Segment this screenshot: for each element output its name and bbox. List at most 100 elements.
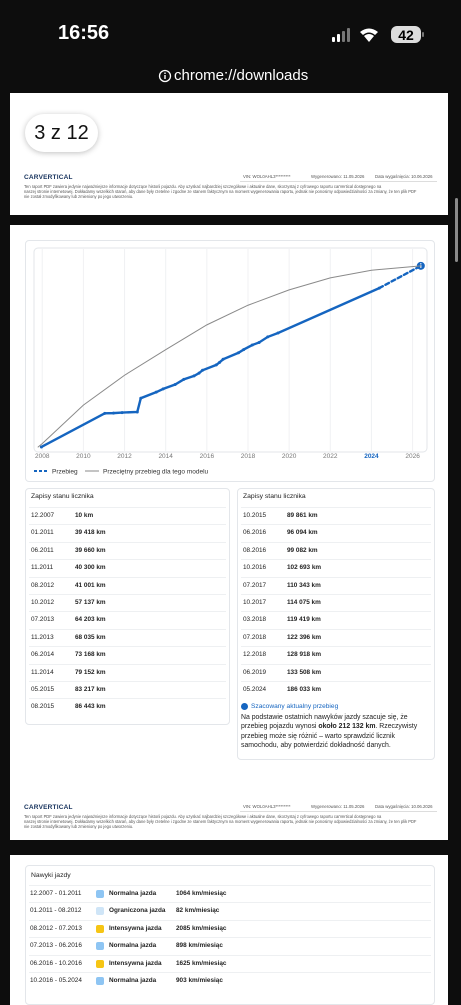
x-tick-label: 2026 xyxy=(405,453,420,460)
mileage-point xyxy=(250,343,254,347)
habit-swatch xyxy=(96,907,104,916)
disclaimer: Ten raport PDF zawiera jedynie najważnie… xyxy=(24,184,382,189)
habit-label: Intensywna jazda xyxy=(109,959,162,967)
record-mileage: 10 km xyxy=(75,512,94,519)
record-mileage: 57 137 km xyxy=(75,599,106,606)
url[interactable]: chrome://downloads xyxy=(174,67,309,84)
pdf-page xyxy=(10,93,448,215)
record-date: 01.2011 xyxy=(31,529,54,537)
habit-period: 06.2016 - 10.2016 xyxy=(30,959,82,967)
mileage-estimate-line xyxy=(378,264,423,290)
row-divider xyxy=(241,628,431,630)
record-date: 10.2015 xyxy=(243,512,267,519)
habit-period: 07.2013 - 06.2016 xyxy=(30,942,82,950)
row-divider xyxy=(29,594,226,595)
row-divider xyxy=(241,681,431,682)
signal-bar xyxy=(347,28,350,42)
record-date: 07.2017 xyxy=(243,581,267,589)
habit-period: 10.2016 - 05.2024 xyxy=(30,977,82,984)
row-divider xyxy=(241,611,431,613)
record-date: 06.2011 xyxy=(31,546,54,554)
habit-swatch xyxy=(96,942,104,951)
expiry-date: Data wygaśnięcia: 10.06.2026 xyxy=(375,804,433,809)
wifi-icon xyxy=(360,28,378,42)
generated-date: Wygenerowano: 11.05.2026 xyxy=(311,804,365,809)
row-divider xyxy=(241,663,431,665)
mileage-point xyxy=(182,377,186,381)
legend-label: Przeciętny przebieg dla tego modelu xyxy=(103,468,209,475)
footer-rule xyxy=(240,181,437,182)
habit-swatch xyxy=(96,924,104,933)
plot-frame xyxy=(33,247,428,453)
habit-value: 82 km/miesiąc xyxy=(176,907,220,915)
habit-value: 903 km/miesiąc xyxy=(176,977,223,984)
mileage-point xyxy=(257,340,261,344)
row-divider xyxy=(241,524,431,526)
mileage-point xyxy=(197,371,201,375)
record-mileage: 73 168 km xyxy=(75,651,106,659)
x-tick-label: 2022 xyxy=(323,453,338,460)
record-mileage: 83 217 km xyxy=(75,686,106,693)
record-mileage: 64 203 km xyxy=(75,616,106,624)
x-tick-label: 2010 xyxy=(76,453,91,460)
row-divider xyxy=(29,954,431,956)
logo: CARVERTICAL xyxy=(24,804,73,811)
row-divider xyxy=(29,919,431,921)
habit-value: 1064 km/miesiąc xyxy=(176,890,227,897)
row-divider xyxy=(29,576,226,578)
row-divider xyxy=(29,698,226,700)
mileage-point xyxy=(237,351,241,355)
habit-swatch xyxy=(96,959,104,968)
record-date: 08.2012 xyxy=(31,581,55,589)
average-line xyxy=(37,265,422,448)
x-tick-label: 2024 xyxy=(364,453,379,460)
row-divider xyxy=(241,576,431,578)
mileage-point xyxy=(139,396,143,400)
record-date: 08.2015 xyxy=(31,703,55,711)
row-divider xyxy=(29,524,226,526)
mileage-point xyxy=(39,445,43,449)
chart: 2008 2010 2012 2014 2016 2018 2020 2022 2024 2026… xyxy=(33,247,428,475)
record-mileage: 186 033 km xyxy=(287,686,322,693)
mileage-point xyxy=(103,411,107,415)
x-tick-label: 2014 xyxy=(158,453,173,460)
record-mileage: 39 660 km xyxy=(75,546,106,554)
odometer-card xyxy=(237,488,435,760)
mileage-point xyxy=(201,368,205,372)
info-glyph-dot xyxy=(420,263,422,265)
row-divider xyxy=(29,663,226,665)
site-info-icon[interactable] xyxy=(158,69,172,83)
row-divider xyxy=(241,646,431,648)
habit-swatch xyxy=(96,977,104,985)
estimate-text-part: Na podstawie ostatnich nawyków jazdy sza… xyxy=(241,714,408,731)
habit-period: 12.2007 - 01.2011 xyxy=(30,890,82,897)
row-divider xyxy=(29,885,431,886)
row-divider xyxy=(29,628,226,630)
record-date: 05.2024 xyxy=(243,686,267,693)
mileage-point xyxy=(266,335,270,339)
record-date: 11.2011 xyxy=(31,564,54,572)
icon-dot xyxy=(164,72,166,74)
scrollbar[interactable] xyxy=(455,198,458,262)
record-mileage: 119 419 km xyxy=(287,616,321,624)
habit-value: 2085 km/miesiąc xyxy=(176,924,227,932)
record-date: 06.2014 xyxy=(31,651,55,659)
estimate-text: Na podstawie ostatnich nawyków jazdy sza… xyxy=(241,713,433,751)
row-divider xyxy=(29,972,431,973)
mileage-point xyxy=(111,411,115,415)
habit-label: Intensywna jazda xyxy=(109,924,162,932)
x-tick-label: 2018 xyxy=(241,453,256,460)
record-date: 11.2014 xyxy=(31,668,54,676)
generated-date: Wygenerowano: 11.05.2026 xyxy=(311,174,365,179)
record-mileage: 89 861 km xyxy=(287,512,318,519)
estimate-icon xyxy=(241,703,248,710)
row-divider xyxy=(29,611,226,613)
row-divider xyxy=(241,594,431,595)
habit-value: 898 km/miesiąc xyxy=(176,942,223,950)
legend-label: Przebieg xyxy=(52,468,78,475)
habit-label: Normalna jazda xyxy=(109,977,157,984)
record-date: 07.2018 xyxy=(243,633,267,641)
table-title: Nawyki jazdy xyxy=(31,872,71,879)
x-tick-label: 2008 xyxy=(35,453,50,460)
footer-rule xyxy=(240,811,437,812)
